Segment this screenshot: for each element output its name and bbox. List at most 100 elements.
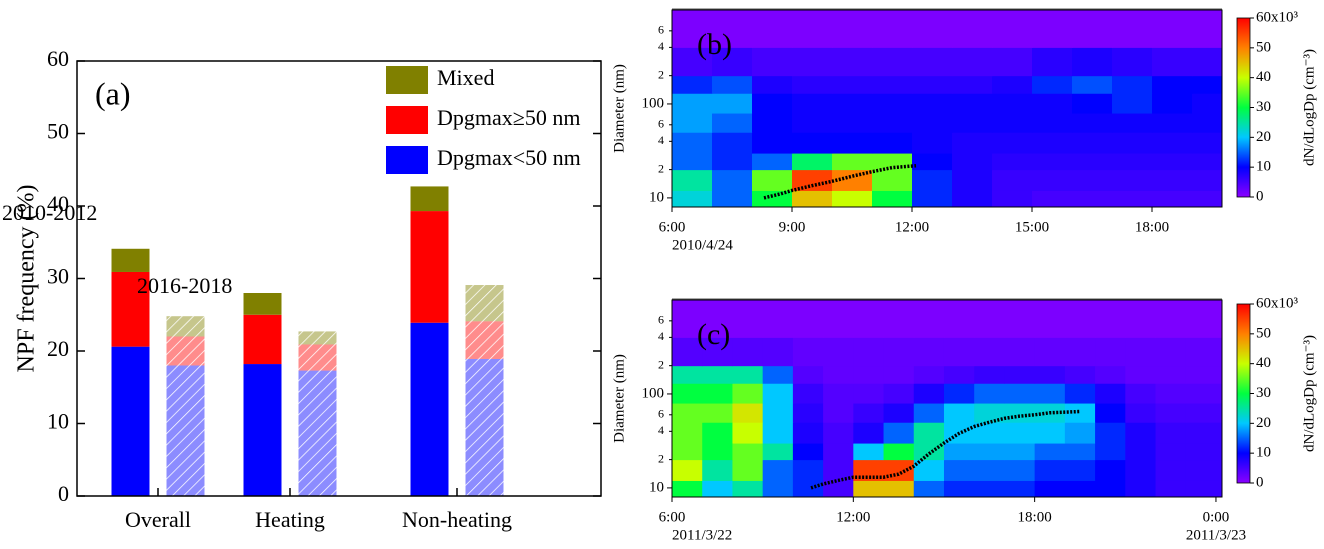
heatmap-cell xyxy=(1125,337,1157,367)
heatmap-cell xyxy=(762,443,794,461)
heatmap-cell xyxy=(912,93,953,114)
heatmap-cell xyxy=(1095,337,1126,367)
heatmap-cell xyxy=(792,190,833,207)
y-tick-label: 20 xyxy=(47,336,69,361)
heatmap-cell xyxy=(823,443,854,461)
x-tick-label: Heating xyxy=(255,507,325,532)
heatmap-cell xyxy=(672,47,713,77)
heatmap-cell xyxy=(1192,75,1222,94)
legend-label: Dpgmax<50 nm xyxy=(437,145,581,170)
heatmap-cell xyxy=(1112,47,1153,77)
heatmap-cell xyxy=(872,169,913,191)
heatmap-cell xyxy=(1072,153,1113,171)
panel-label: (b) xyxy=(697,28,732,61)
colorbar-tick-label: 20 xyxy=(1256,129,1271,145)
heatmap-cell xyxy=(1185,383,1222,404)
heatmap-cell xyxy=(992,93,1033,114)
heatmap-cell xyxy=(792,153,833,171)
heatmap-cell xyxy=(1072,75,1113,94)
y-tick-label: 0 xyxy=(58,481,69,506)
x-tick-label: 6:00 xyxy=(659,509,686,525)
heatmap-cell xyxy=(1125,300,1157,338)
heatmap-cell xyxy=(1032,113,1073,133)
y-tick-label: 4 xyxy=(658,39,664,53)
heatmap-cell xyxy=(672,132,713,154)
heatmap-cell xyxy=(672,190,713,207)
heatmap-cell xyxy=(1185,337,1222,367)
heatmap-cell xyxy=(1125,443,1157,461)
heatmap-cell xyxy=(913,365,945,384)
x-tick-label: 15:00 xyxy=(1015,219,1049,235)
legend-swatch xyxy=(386,106,428,134)
y-tick-label: 2 xyxy=(658,451,664,465)
heatmap-cell xyxy=(1125,365,1157,384)
heatmap-cell xyxy=(943,383,975,404)
y-tick-label: 10 xyxy=(649,189,664,205)
heatmap-cell xyxy=(943,403,975,423)
heatmap-cell xyxy=(1034,459,1066,481)
legend-label: Mixed xyxy=(437,65,494,90)
heatmap-cell xyxy=(1032,10,1073,48)
heatmap-cell xyxy=(1032,75,1073,94)
heatmap-cell xyxy=(1112,169,1153,191)
heatmap-cell xyxy=(872,47,913,77)
heatmap-cell xyxy=(1185,443,1222,461)
heatmap-cell xyxy=(1072,190,1113,207)
heatmap-cell xyxy=(702,480,733,497)
heatmap-cell xyxy=(1032,132,1073,154)
heatmap-cell xyxy=(672,113,713,133)
colorbar-label: dN/dLogDp (cm⁻³) xyxy=(1301,335,1317,452)
heatmap-cell xyxy=(732,337,764,367)
heatmap-cell xyxy=(752,10,793,48)
heatmap-cell xyxy=(1034,480,1066,497)
heatmap-cell xyxy=(992,75,1033,94)
heatmap-cell xyxy=(913,480,945,497)
colorbar-tick-label: 10 xyxy=(1256,159,1271,175)
heatmap-cell xyxy=(1112,113,1153,133)
heatmap-cell xyxy=(1155,443,1187,461)
heatmap-cell xyxy=(712,47,753,77)
heatmap-cell xyxy=(913,337,945,367)
heatmap-cell xyxy=(792,480,824,497)
heatmap-cell xyxy=(1095,459,1126,481)
legend-label: Dpgmax≥50 nm xyxy=(437,105,580,130)
heatmap-cell xyxy=(943,300,975,338)
y-tick-label: 10 xyxy=(649,479,664,495)
heatmap-cell xyxy=(883,403,915,423)
heatmap-cell xyxy=(672,422,703,444)
heatmap-cell xyxy=(762,300,794,338)
heatmap-cell xyxy=(1004,459,1036,481)
heatmap-cell xyxy=(712,132,753,154)
heatmap-cell xyxy=(1034,337,1066,367)
heatmap-cell xyxy=(974,443,1005,461)
heatmap-cell xyxy=(1152,10,1193,48)
heatmap-cell xyxy=(992,47,1033,77)
y-tick-label: 6 xyxy=(658,23,664,37)
colorbar-tick-label: 40 xyxy=(1256,69,1271,85)
y-tick-label: 4 xyxy=(658,329,664,343)
x-tick-label: 0:00 xyxy=(1203,509,1230,525)
heatmap-cell xyxy=(872,132,913,154)
heatmap-cell xyxy=(1072,169,1113,191)
heatmap-cell xyxy=(913,422,945,444)
heatmap-cell xyxy=(952,190,993,207)
heatmap-cell xyxy=(672,169,713,191)
heatmap-cell xyxy=(792,113,833,133)
heatmap-cell xyxy=(943,459,975,481)
heatmap-cell xyxy=(992,153,1033,171)
heatmap-cell xyxy=(823,403,854,423)
heatmap-cell xyxy=(1072,113,1113,133)
heatmap-cell xyxy=(672,459,703,481)
bar-segment xyxy=(465,285,504,322)
heatmap-cell xyxy=(732,480,764,497)
heatmap-cell xyxy=(992,10,1033,48)
heatmap-cell xyxy=(872,190,913,207)
heatmap-cell xyxy=(974,365,1005,384)
heatmap-cell xyxy=(853,443,885,461)
heatmap-cell xyxy=(1152,113,1193,133)
heatmap-cell xyxy=(1034,365,1066,384)
y-axis-label: NPF frequency (%) xyxy=(14,185,40,373)
heatmap-cell xyxy=(702,365,733,384)
x-tick-label: 12:00 xyxy=(836,509,870,525)
panel-label: (c) xyxy=(697,318,730,351)
